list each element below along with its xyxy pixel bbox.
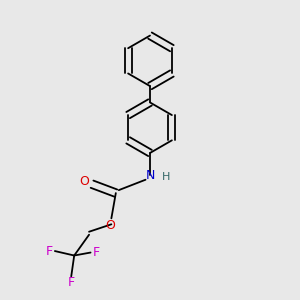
Text: O: O [80,175,89,188]
Text: F: F [46,244,53,258]
Text: O: O [105,219,115,232]
Text: F: F [68,276,75,290]
Text: H: H [162,172,170,182]
Text: F: F [92,246,100,259]
Text: N: N [145,169,155,182]
